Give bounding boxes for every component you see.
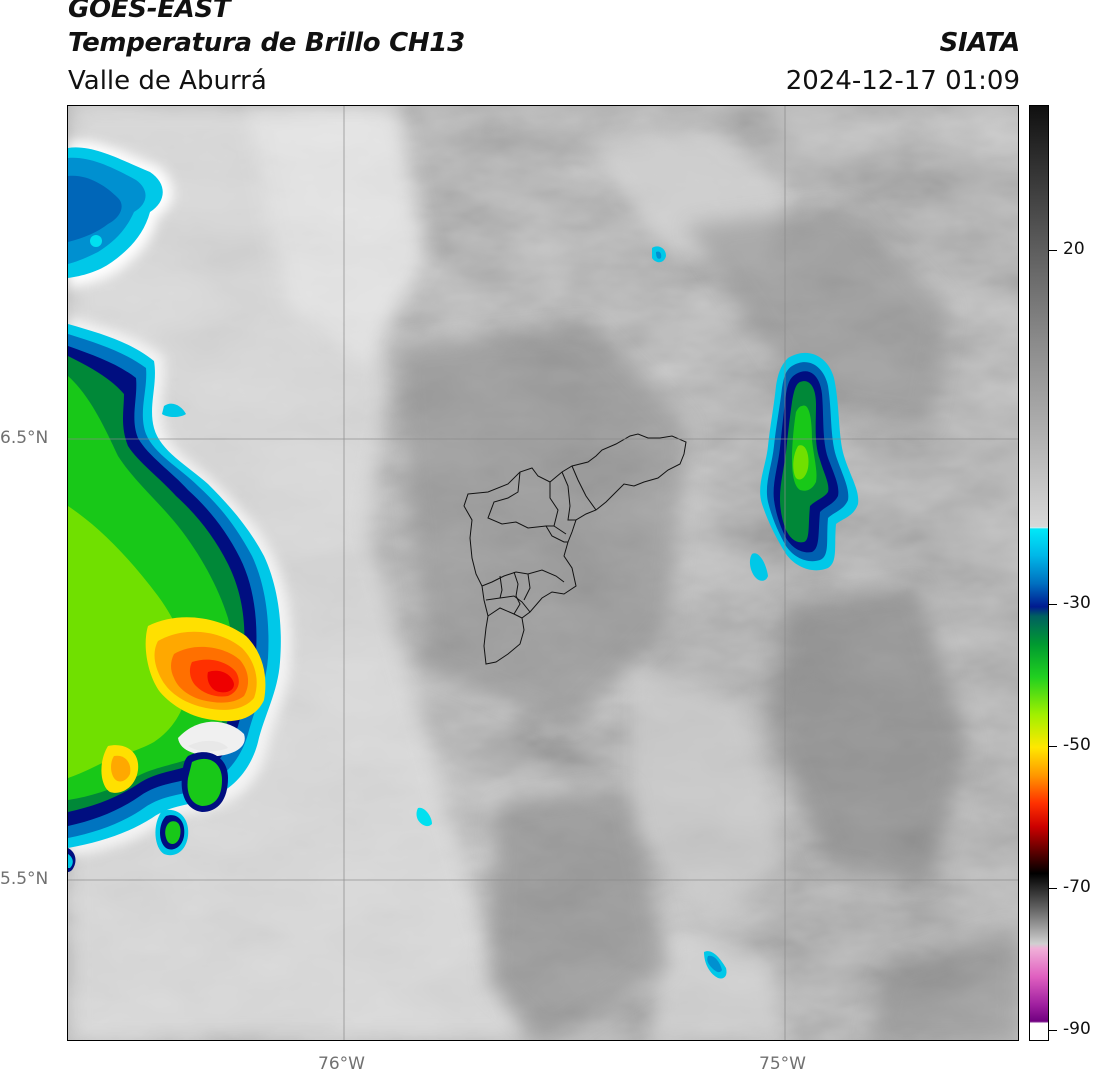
lat-label-6-5: 6.5°N: [0, 428, 49, 448]
colorbar-label-minus50: -50: [1063, 735, 1091, 755]
colorbar-tick: [1049, 604, 1057, 605]
map-canvas: [68, 106, 1018, 1040]
colorbar-label-minus90: -90: [1063, 1019, 1091, 1039]
colorbar-label-minus70: -70: [1063, 877, 1091, 897]
colorbar-tick: [1049, 1030, 1057, 1031]
region-name: Valle de Aburrá: [68, 66, 267, 96]
satellite-map[interactable]: [67, 105, 1019, 1041]
timestamp: 2024-12-17 01:09: [785, 66, 1020, 96]
colorbar-label-20: 20: [1063, 239, 1085, 259]
agency-name: SIATA: [939, 28, 1021, 58]
lon-label-76w: 76°W: [318, 1054, 365, 1074]
lat-label-5-5: 5.5°N: [0, 869, 49, 889]
colorbar-label-minus30: -30: [1063, 593, 1091, 613]
colorbar: [1029, 105, 1049, 1041]
satellite-title: GOES-EAST: [68, 0, 231, 24]
aburra-municipal-boundaries: [463, 433, 687, 665]
cold-cloud-west: [68, 316, 291, 872]
product-title: Temperatura de Brillo CH13: [68, 28, 465, 58]
colorbar-tick: [1049, 250, 1057, 251]
lon-label-75w: 75°W: [759, 1054, 806, 1074]
colorbar-gradient: [1030, 106, 1048, 1040]
small-cold-cells: [416, 246, 727, 979]
map-gridlines: [68, 106, 1018, 1040]
colorbar-tick: [1049, 746, 1057, 747]
cold-cloud-northwest: [68, 140, 173, 288]
colorbar-tick: [1049, 888, 1057, 889]
